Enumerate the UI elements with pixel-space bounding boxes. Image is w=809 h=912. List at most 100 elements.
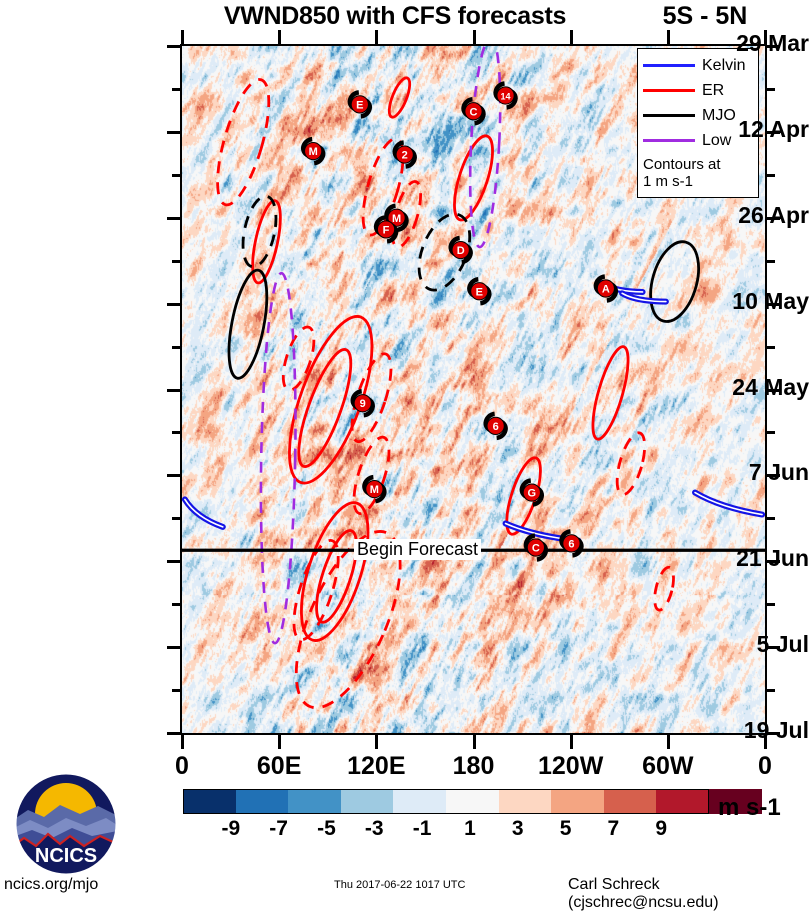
tropical-cyclone-symbol[interactable]: 6 <box>559 529 584 558</box>
y-axis-major-tick <box>167 216 181 220</box>
y-axis-minor-tick <box>172 603 181 607</box>
tropical-cyclone-symbol[interactable]: 2 <box>392 140 417 169</box>
cyclone-label: 14 <box>501 91 511 101</box>
x-axis-tick-label: 120W <box>538 752 604 780</box>
cyclone-label: F <box>383 224 390 236</box>
tropical-cyclone-symbol[interactable]: M <box>362 474 387 504</box>
colorbar-segment <box>340 789 394 814</box>
footer-site-link[interactable]: ncics.org/mjo <box>4 876 99 893</box>
colorbar-segment <box>393 789 446 814</box>
legend-item-low: Low <box>643 128 753 153</box>
y-axis-major-tick-right <box>766 216 780 220</box>
colorbar-segment <box>445 789 499 814</box>
tropical-cyclone-symbol[interactable]: G <box>519 478 545 507</box>
er-wave-contour <box>297 348 353 468</box>
y-axis-minor-tick-right <box>766 87 775 91</box>
tropical-cyclone-symbol[interactable]: C <box>461 97 486 126</box>
colorbar-segment <box>656 789 709 814</box>
x-axis-tick-bottom <box>278 735 282 749</box>
y-axis-major-tick-right <box>766 560 780 564</box>
er-wave-contour <box>294 530 402 710</box>
y-axis-minor-tick-right <box>766 173 775 177</box>
kelvin-line-swatch <box>643 64 695 67</box>
low-wave-contour <box>259 271 297 645</box>
cyclone-label: 9 <box>360 398 366 410</box>
colorbar-tick-label: -9 <box>221 817 241 840</box>
y-axis-major-tick <box>167 646 181 650</box>
y-axis-minor-tick-right <box>766 603 775 607</box>
legend-label-mjo: MJO <box>702 106 736 124</box>
cyclone-label: 6 <box>493 421 499 433</box>
x-axis-tick-label: 0 <box>758 752 772 780</box>
er-line-swatch <box>643 89 695 92</box>
colorbar-tick-label: -7 <box>269 817 288 840</box>
x-axis-tick-top <box>181 30 184 44</box>
legend-label-kelvin: Kelvin <box>702 56 746 74</box>
x-axis-tick-top <box>569 30 573 44</box>
cyclone-disc <box>387 208 406 227</box>
cyclone-disc <box>496 86 515 105</box>
colorbar-segment <box>708 789 762 814</box>
y-axis-major-tick-right <box>766 732 780 735</box>
colorbar-segment <box>498 789 552 814</box>
er-wave-contour <box>315 529 358 624</box>
legend-item-mjo: MJO <box>643 103 753 128</box>
x-axis-tick-label: 60W <box>642 752 694 780</box>
x-axis-tick-bottom <box>569 735 573 749</box>
cyclone-label: C <box>532 543 540 555</box>
colorbar-tick-label: 9 <box>655 817 668 840</box>
tropical-cyclone-symbol[interactable]: C <box>523 533 549 562</box>
colorbar-tick-label: -3 <box>364 817 384 840</box>
tropical-cyclone-symbol[interactable]: A <box>593 274 619 303</box>
colorbar-segment <box>183 789 236 814</box>
colorbar-segment <box>603 789 657 814</box>
tropical-cyclone-symbol[interactable]: E <box>467 277 492 306</box>
page-title: VWND850 with CFS forecasts <box>223 2 567 30</box>
x-axis-tick-label: 60E <box>256 752 302 780</box>
kelvin-wave-track <box>692 489 765 518</box>
tropical-cyclone-symbol[interactable]: 14 <box>493 81 518 110</box>
y-axis-minor-tick <box>172 689 181 693</box>
x-axis-tick-top <box>666 30 670 44</box>
cyclone-label: M <box>309 146 318 158</box>
y-axis-minor-tick-right <box>766 259 775 263</box>
y-axis-tick-label: 21 Jun <box>736 545 809 572</box>
cyclone-disc <box>562 534 581 553</box>
tropical-cyclone-symbol[interactable]: 9 <box>350 389 375 418</box>
kelvin-wave-track <box>182 496 226 530</box>
colorbar-tick-label: 7 <box>607 817 620 840</box>
legend-item-kelvin: Kelvin <box>643 53 753 78</box>
legend-label-er: ER <box>702 81 725 99</box>
mjo-wave-contour <box>227 268 269 380</box>
y-axis-major-tick <box>167 388 181 392</box>
tropical-cyclone-symbol[interactable]: 6 <box>483 411 508 441</box>
cyclone-label: M <box>370 484 379 496</box>
cyclone-label: 2 <box>402 150 408 162</box>
latitude-range-label: 5S - 5N <box>662 2 748 30</box>
cyclone-disc <box>522 483 541 502</box>
er-wave-contour <box>281 325 316 392</box>
legend-item-er: ER <box>643 78 753 103</box>
cyclone-disc <box>376 220 396 239</box>
y-axis-major-tick <box>167 45 181 48</box>
cyclone-disc <box>526 538 545 557</box>
tropical-cyclone-symbol[interactable]: D <box>448 235 473 265</box>
x-axis-tick-bottom <box>666 735 670 749</box>
tropical-cyclone-symbol[interactable]: M <box>300 136 326 166</box>
cyclone-disc <box>470 282 489 301</box>
y-axis-tick-label: 5 Jul <box>756 631 809 658</box>
tropical-cyclone-symbol[interactable]: E <box>347 90 373 119</box>
y-axis-minor-tick <box>172 431 181 435</box>
cyclone-disc <box>486 416 505 436</box>
colorbar-border <box>183 789 709 814</box>
ncics-logo: NCICS <box>15 773 117 875</box>
y-axis-major-tick <box>167 732 181 735</box>
contour-interval-note: Contours at 1 m s-1 <box>643 156 753 190</box>
begin-forecast-label: Begin Forecast <box>353 539 482 561</box>
y-axis-tick-label: 24 May <box>732 373 809 400</box>
tropical-cyclone-symbol[interactable]: F <box>373 215 399 244</box>
wave-type-legend: Kelvin ER MJO Low Contours at 1 m s-1 <box>637 48 759 198</box>
y-axis-tick-label: 26 Apr <box>738 201 809 228</box>
y-axis-major-tick-right <box>766 130 780 134</box>
